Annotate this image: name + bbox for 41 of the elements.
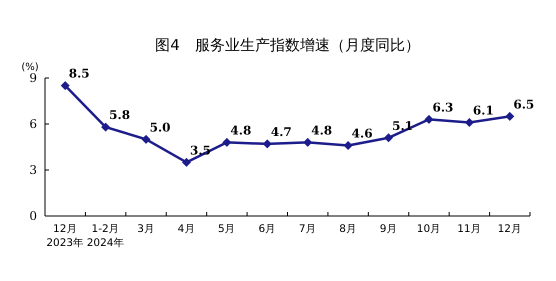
data-label: 4.6 bbox=[352, 126, 373, 140]
point bbox=[101, 122, 110, 132]
chart-title: 图4 服务业生产指数增速（月度同比） bbox=[155, 36, 420, 54]
y-tick-label: 0 bbox=[29, 209, 37, 223]
y-tick-label: 3 bbox=[29, 163, 37, 177]
data-label: 3.5 bbox=[190, 143, 211, 158]
x-tick-label: 12月 bbox=[498, 223, 522, 235]
y-axis-title: (%) bbox=[21, 62, 39, 73]
point bbox=[182, 158, 191, 167]
x-tick-label: 5月 bbox=[218, 223, 236, 235]
data-label: 6.5 bbox=[513, 97, 534, 112]
x-tick-label: 10月 bbox=[416, 223, 442, 235]
x-tick-label: 7月 bbox=[298, 223, 317, 235]
data-label: 6.1 bbox=[472, 103, 494, 118]
data-label: 5.1 bbox=[392, 118, 413, 133]
x-tick-label: 11月 bbox=[457, 223, 482, 235]
point bbox=[505, 112, 514, 121]
point bbox=[142, 134, 151, 144]
x-tick-label: 3月 bbox=[137, 223, 155, 235]
data-label: 5.0 bbox=[150, 120, 170, 134]
x-tick-label: 9月 bbox=[380, 223, 398, 235]
x-tick-label: 1-2月 2024年 bbox=[86, 223, 124, 249]
y-tick-label: 9 bbox=[29, 71, 37, 85]
point bbox=[303, 138, 312, 147]
point bbox=[464, 118, 474, 127]
data-label: 8.5 bbox=[68, 66, 90, 81]
y-tick-label: 6 bbox=[29, 117, 37, 131]
x-tick-label: 6月 bbox=[258, 223, 276, 235]
point bbox=[222, 138, 232, 147]
data-label: 5.8 bbox=[109, 108, 130, 122]
data-label: 6.3 bbox=[432, 100, 454, 114]
point bbox=[424, 114, 434, 124]
point bbox=[60, 81, 70, 90]
data-label: 4.7 bbox=[270, 124, 292, 139]
point bbox=[384, 133, 394, 142]
data-label: 4.8 bbox=[311, 123, 332, 138]
x-tick-label: 4月 bbox=[178, 223, 196, 235]
x-tick-label: 12月 2023年 bbox=[46, 223, 84, 249]
x-tick-label: 8月 bbox=[339, 223, 357, 235]
data-label: 4.8 bbox=[230, 123, 252, 138]
point bbox=[344, 140, 353, 150]
